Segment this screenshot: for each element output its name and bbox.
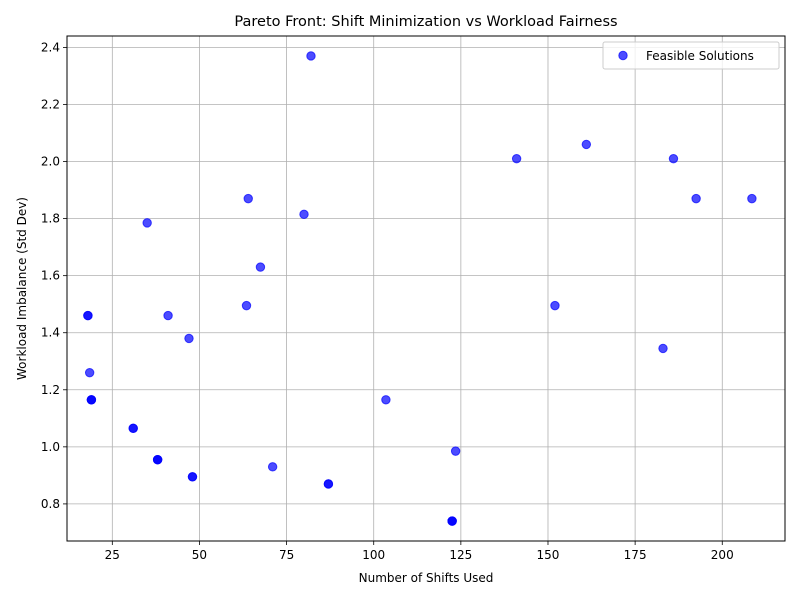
data-point [128, 423, 138, 434]
x-tick-label: 150 [537, 548, 560, 562]
data-point [447, 516, 457, 526]
data-point [306, 51, 316, 61]
data-point [267, 462, 278, 472]
data-point [255, 262, 266, 272]
x-axis-label: Number of Shifts Used [359, 571, 494, 585]
data-point [323, 479, 334, 489]
data-point [550, 300, 560, 311]
data-point [184, 333, 194, 344]
data-point [747, 193, 757, 204]
x-tick-label: 125 [449, 548, 472, 562]
data-point [450, 446, 461, 456]
plot-frame [66, 35, 786, 542]
legend-box [602, 41, 780, 70]
data-point [511, 153, 522, 164]
x-tick-label: 100 [362, 548, 385, 562]
grid-lines [67, 36, 785, 541]
x-tick-label: 200 [711, 548, 734, 562]
legend-label: Feasible Solutions [646, 49, 754, 63]
x-tick-label: 25 [105, 548, 120, 562]
y-axis-ticks: 0.8 1.0 1.2 1.4 1.6 1.8 2.0 2.2 2.4 [41, 40, 67, 511]
data-point [381, 395, 391, 405]
data-point [84, 367, 95, 378]
data-point [83, 310, 93, 321]
y-tick-label: 2.2 [41, 97, 60, 111]
y-tick-label: 0.8 [41, 497, 60, 511]
legend-marker [618, 50, 628, 61]
x-tick-label: 75 [279, 548, 294, 562]
data-point [142, 218, 152, 228]
data-point [187, 472, 198, 482]
data-point [86, 395, 97, 405]
data-point [241, 300, 252, 311]
y-tick-label: 1.4 [41, 326, 60, 340]
x-axis-ticks: 25 50 75 100 125 150 175 200 [105, 541, 734, 562]
y-tick-label: 2.0 [41, 155, 60, 169]
data-point [299, 209, 309, 220]
data-point [668, 153, 679, 164]
data-point [152, 454, 163, 465]
data-point [581, 139, 592, 150]
data-points [83, 51, 757, 526]
y-tick-label: 1.0 [41, 440, 60, 454]
y-tick-label: 1.2 [41, 383, 60, 397]
data-point [691, 193, 701, 204]
y-tick-label: 1.8 [41, 212, 60, 226]
data-point [658, 343, 668, 354]
data-point [163, 310, 173, 321]
x-tick-label: 175 [624, 548, 647, 562]
y-tick-label: 1.6 [41, 269, 60, 283]
data-point [243, 193, 253, 204]
y-tick-label: 2.4 [41, 40, 60, 54]
chart-title: Pareto Front: Shift Minimization vs Work… [234, 14, 617, 30]
legend: Feasible Solutions [602, 41, 780, 70]
x-tick-label: 50 [192, 548, 207, 562]
y-axis-label: Workload Imbalance (Std Dev) [15, 197, 29, 380]
